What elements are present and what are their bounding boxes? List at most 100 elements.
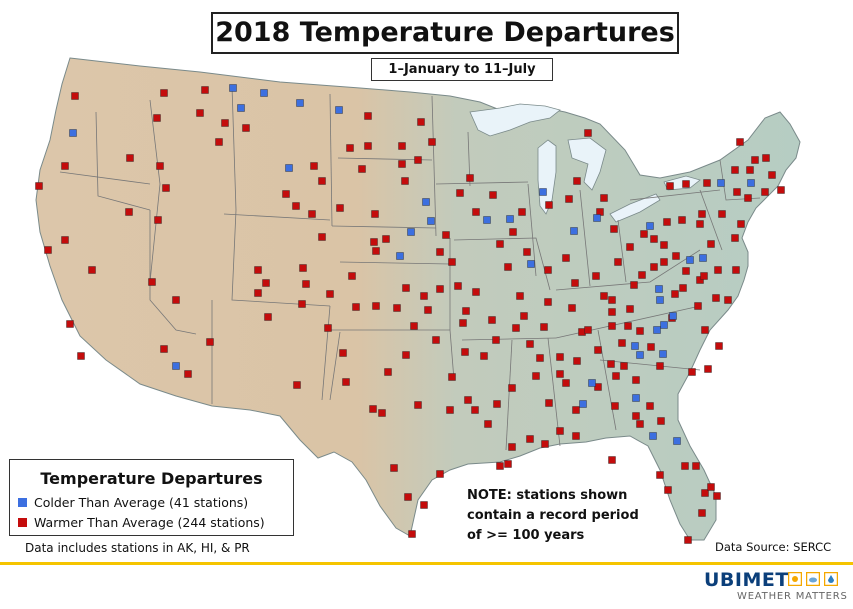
station-warmer-marker bbox=[410, 322, 418, 330]
station-warmer-marker bbox=[600, 292, 608, 300]
station-warmer-marker bbox=[472, 208, 480, 216]
station-warmer-marker bbox=[326, 290, 334, 298]
station-warmer-marker bbox=[262, 279, 270, 287]
station-warmer-marker bbox=[777, 186, 785, 194]
station-colder-marker bbox=[260, 89, 268, 97]
station-warmer-marker bbox=[518, 208, 526, 216]
station-colder-marker bbox=[636, 351, 644, 359]
station-warmer-marker bbox=[762, 154, 770, 162]
station-warmer-marker bbox=[630, 281, 638, 289]
brand-tagline: WEATHER MATTERS bbox=[737, 591, 848, 602]
station-warmer-marker bbox=[472, 288, 480, 296]
station-warmer-marker bbox=[612, 372, 620, 380]
station-warmer-marker bbox=[608, 456, 616, 464]
station-colder-marker bbox=[285, 164, 293, 172]
station-colder-marker bbox=[237, 104, 245, 112]
station-warmer-marker bbox=[731, 234, 739, 242]
station-warmer-marker bbox=[696, 276, 704, 284]
station-warmer-marker bbox=[520, 312, 528, 320]
station-markers bbox=[35, 84, 785, 544]
station-warmer-marker bbox=[714, 266, 722, 274]
station-warmer-marker bbox=[647, 343, 655, 351]
station-warmer-marker bbox=[698, 210, 706, 218]
station-colder-marker bbox=[335, 106, 343, 114]
station-warmer-marker bbox=[398, 160, 406, 168]
station-warmer-marker bbox=[671, 290, 679, 298]
station-warmer-marker bbox=[562, 379, 570, 387]
station-warmer-marker bbox=[456, 189, 464, 197]
station-warmer-marker bbox=[608, 308, 616, 316]
footer bbox=[0, 562, 853, 609]
station-warmer-marker bbox=[339, 349, 347, 357]
station-warmer-marker bbox=[761, 188, 769, 196]
station-colder-marker bbox=[631, 342, 639, 350]
station-warmer-marker bbox=[660, 258, 668, 266]
station-warmer-marker bbox=[489, 191, 497, 199]
warmer-swatch-icon bbox=[18, 518, 27, 527]
station-colder-marker bbox=[632, 394, 640, 402]
station-warmer-marker bbox=[541, 440, 549, 448]
map-title: 2018 Temperature Departures bbox=[211, 12, 679, 54]
station-colder-marker bbox=[656, 296, 664, 304]
colder-swatch-icon bbox=[18, 498, 27, 507]
station-warmer-marker bbox=[707, 483, 715, 491]
station-warmer-marker bbox=[751, 156, 759, 164]
station-colder-marker bbox=[659, 350, 667, 358]
station-warmer-marker bbox=[382, 235, 390, 243]
station-warmer-marker bbox=[592, 272, 600, 280]
station-warmer-marker bbox=[148, 278, 156, 286]
station-warmer-marker bbox=[540, 323, 548, 331]
station-warmer-marker bbox=[672, 252, 680, 260]
station-warmer-marker bbox=[408, 530, 416, 538]
station-warmer-marker bbox=[215, 138, 223, 146]
station-warmer-marker bbox=[172, 296, 180, 304]
station-colder-marker bbox=[717, 179, 725, 187]
station-warmer-marker bbox=[390, 464, 398, 472]
station-warmer-marker bbox=[694, 302, 702, 310]
station-warmer-marker bbox=[352, 303, 360, 311]
station-warmer-marker bbox=[508, 443, 516, 451]
station-warmer-marker bbox=[342, 378, 350, 386]
station-warmer-marker bbox=[414, 156, 422, 164]
station-warmer-marker bbox=[61, 162, 69, 170]
station-warmer-marker bbox=[201, 86, 209, 94]
station-warmer-marker bbox=[626, 243, 634, 251]
station-warmer-marker bbox=[242, 124, 250, 132]
legend-warmer-label: Warmer Than Average (244 stations) bbox=[34, 515, 265, 530]
station-warmer-marker bbox=[611, 402, 619, 410]
station-colder-marker bbox=[69, 129, 77, 137]
station-warmer-marker bbox=[318, 233, 326, 241]
station-warmer-marker bbox=[636, 420, 644, 428]
station-colder-marker bbox=[422, 198, 430, 206]
station-warmer-marker bbox=[480, 352, 488, 360]
station-warmer-marker bbox=[462, 307, 470, 315]
station-warmer-marker bbox=[701, 326, 709, 334]
station-warmer-marker bbox=[679, 284, 687, 292]
station-warmer-marker bbox=[664, 486, 672, 494]
station-warmer-marker bbox=[704, 365, 712, 373]
station-warmer-marker bbox=[688, 368, 696, 376]
station-warmer-marker bbox=[162, 184, 170, 192]
note-line: contain a record period bbox=[467, 508, 639, 523]
station-warmer-marker bbox=[196, 109, 204, 117]
station-warmer-marker bbox=[636, 327, 644, 335]
station-colder-marker bbox=[593, 214, 601, 222]
station-warmer-marker bbox=[436, 470, 444, 478]
station-warmer-marker bbox=[436, 285, 444, 293]
station-warmer-marker bbox=[364, 142, 372, 150]
station-colder-marker bbox=[407, 228, 415, 236]
station-warmer-marker bbox=[292, 202, 300, 210]
station-warmer-marker bbox=[607, 360, 615, 368]
station-warmer-marker bbox=[369, 405, 377, 413]
station-warmer-marker bbox=[448, 373, 456, 381]
station-warmer-marker bbox=[446, 406, 454, 414]
station-colder-marker bbox=[660, 321, 668, 329]
station-warmer-marker bbox=[459, 319, 467, 327]
station-warmer-marker bbox=[184, 370, 192, 378]
station-warmer-marker bbox=[414, 401, 422, 409]
station-warmer-marker bbox=[401, 177, 409, 185]
station-warmer-marker bbox=[282, 190, 290, 198]
station-warmer-marker bbox=[404, 493, 412, 501]
station-warmer-marker bbox=[713, 492, 721, 500]
station-warmer-marker bbox=[420, 501, 428, 509]
